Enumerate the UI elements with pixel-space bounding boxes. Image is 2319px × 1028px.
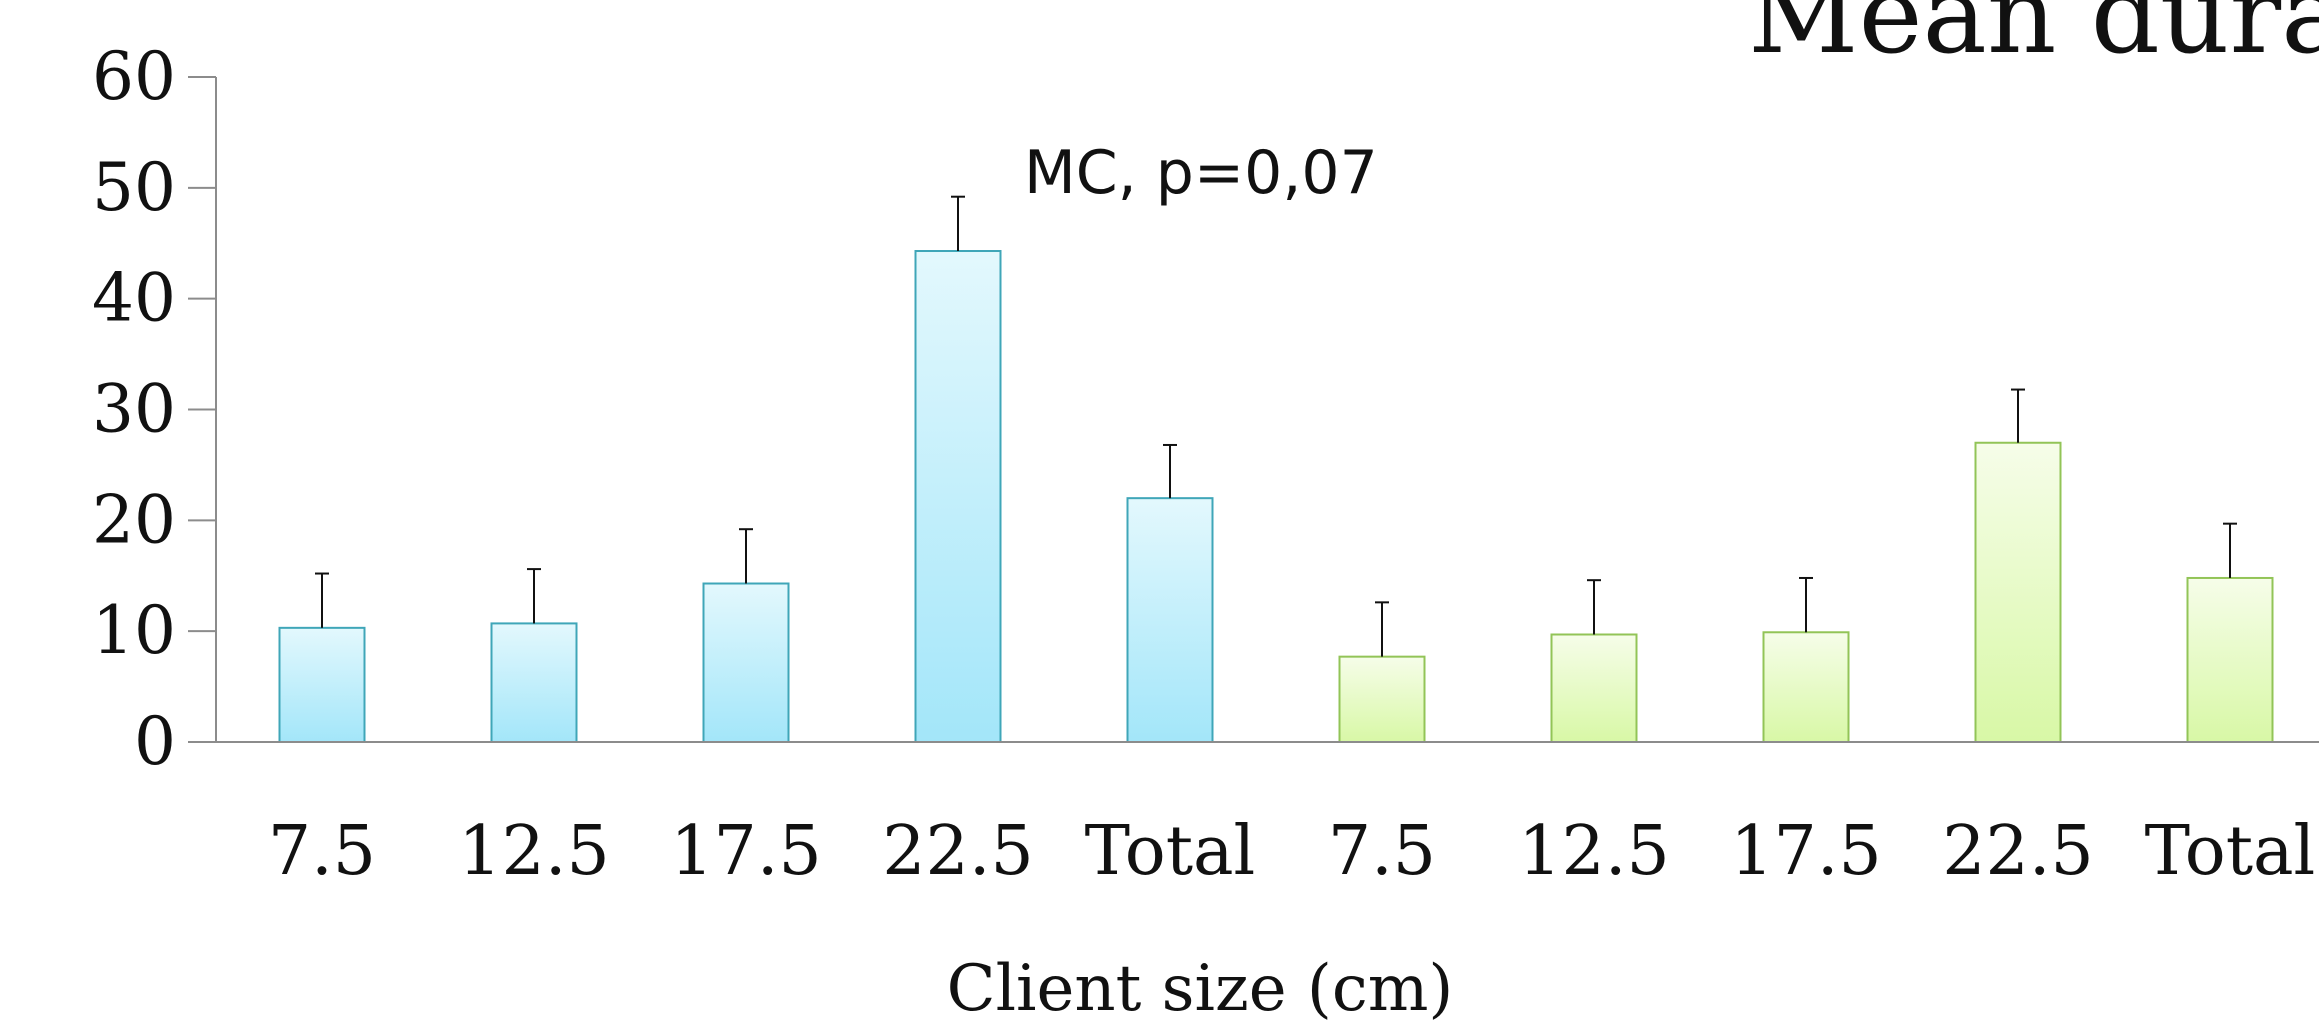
bar bbox=[1974, 441, 2062, 743]
bar bbox=[1126, 497, 1214, 743]
bar bbox=[1762, 631, 1850, 744]
x-tick-label: Total bbox=[1085, 812, 1256, 891]
x-tick-label: 17.5 bbox=[1730, 812, 1881, 891]
y-tick-label: 60 bbox=[92, 38, 176, 115]
bar bbox=[1550, 633, 1638, 743]
y-axis: 0 10 20 30 40 50 60 bbox=[92, 38, 217, 780]
y-tick-label: 20 bbox=[92, 481, 176, 558]
y-tick-label: 0 bbox=[134, 703, 176, 780]
significance-annotation: MC, p=0,07 bbox=[1024, 138, 1378, 208]
bar bbox=[490, 622, 578, 743]
x-tick-label: 7.5 bbox=[268, 812, 376, 891]
y-tick-label: 30 bbox=[92, 371, 176, 448]
bar bbox=[1338, 655, 1426, 743]
bar bbox=[702, 582, 790, 744]
x-tick-label: 17.5 bbox=[670, 812, 821, 891]
x-tick-label: 12.5 bbox=[1518, 812, 1669, 891]
bar bbox=[278, 626, 366, 744]
y-tick-label: 10 bbox=[92, 592, 176, 669]
y-tick-label: 50 bbox=[92, 149, 176, 226]
x-tick-label: 22.5 bbox=[882, 812, 1033, 891]
x-tick-label: 22.5 bbox=[1942, 812, 2093, 891]
bar bbox=[2186, 576, 2274, 744]
y-tick-label: 40 bbox=[92, 260, 176, 337]
bars bbox=[278, 250, 2274, 744]
bar bbox=[914, 250, 1002, 743]
x-axis: 7.5 12.5 17.5 22.5 Total 7.5 12.5 17.5 22.5 Total bbox=[188, 741, 2319, 891]
x-tick-label: 7.5 bbox=[1328, 812, 1436, 891]
x-tick-label: Total bbox=[2145, 812, 2316, 891]
chart-title: Mean dura bbox=[1748, 0, 2319, 78]
error-bars bbox=[315, 195, 2237, 657]
x-tick-label: 12.5 bbox=[458, 812, 609, 891]
x-axis-title: Client size (cm) bbox=[947, 952, 1454, 1026]
